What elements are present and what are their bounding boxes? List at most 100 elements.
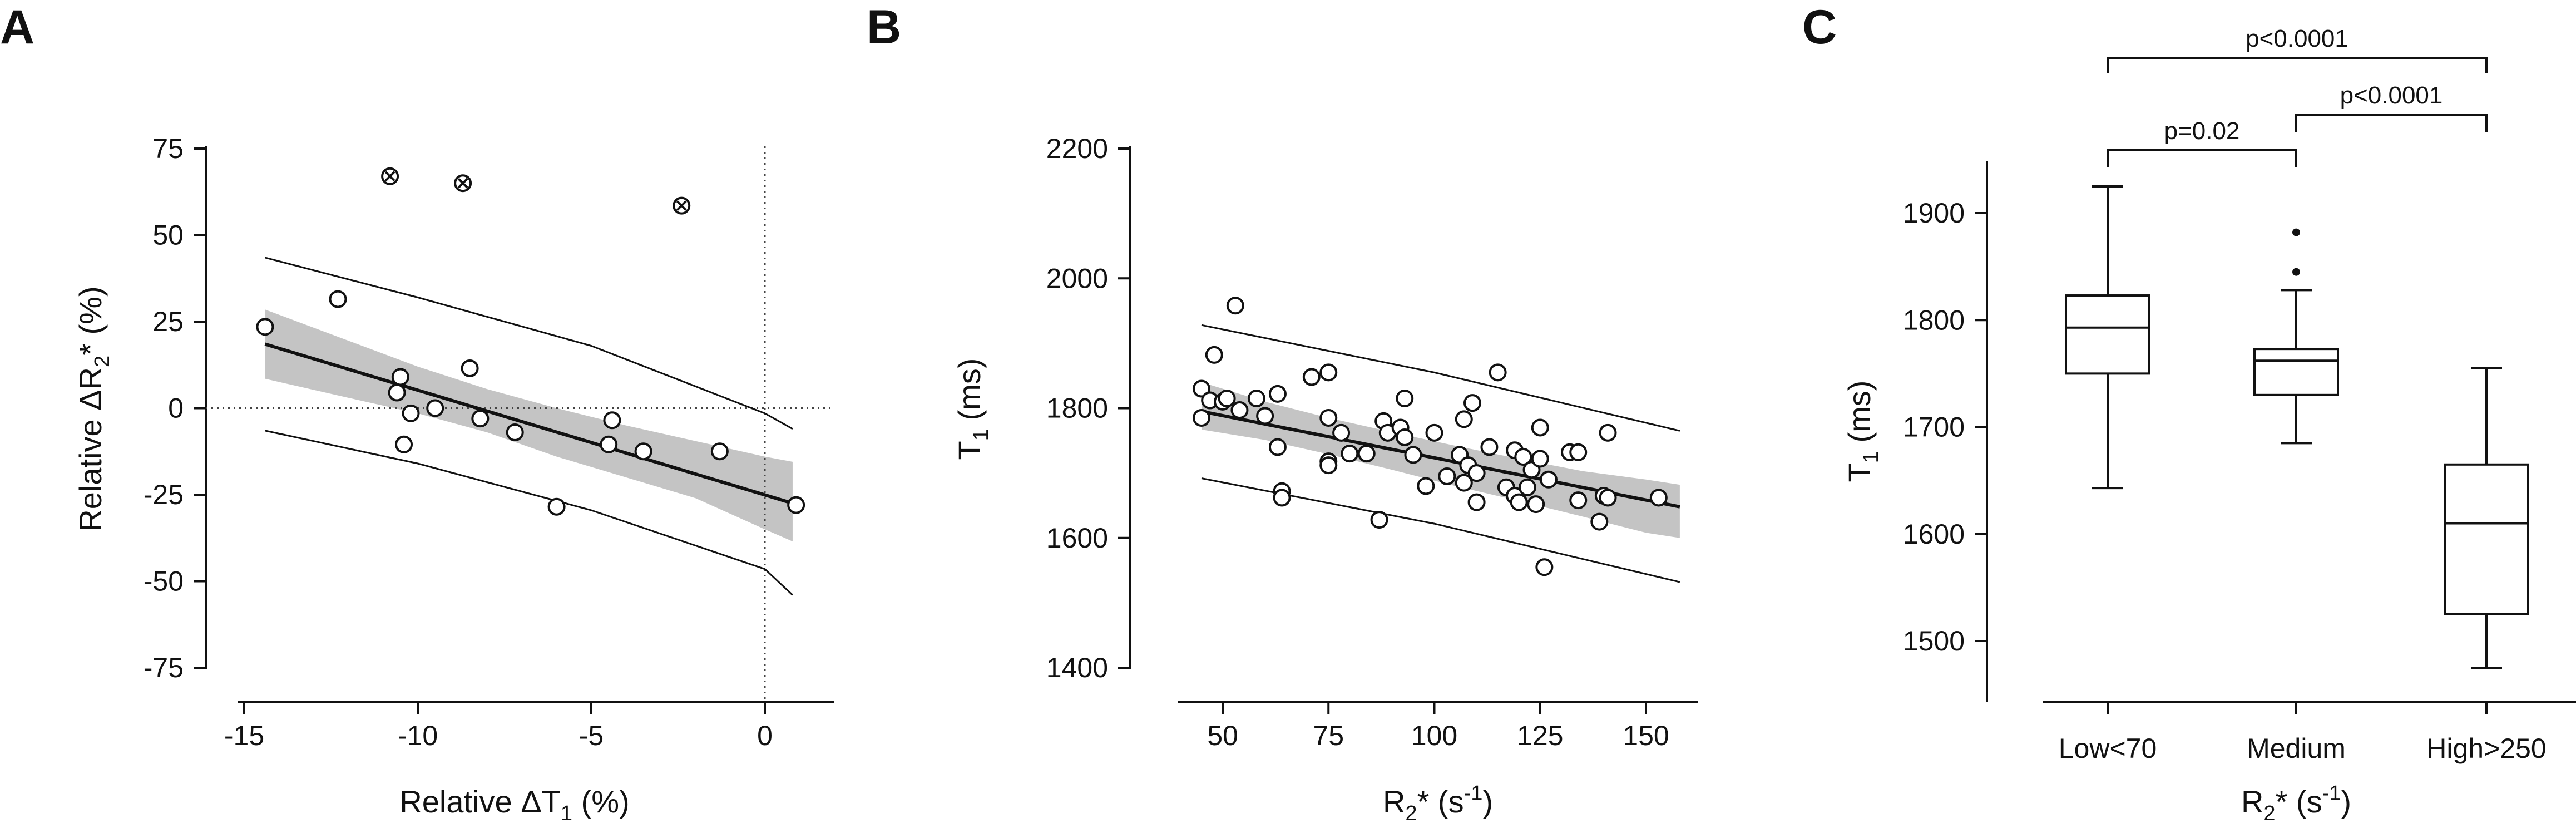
panel-c: C 1900 1800 1700 1600 1500 Low<70 Medium…	[1802, 1, 2576, 825]
data-point	[787, 496, 805, 514]
significance-bracket	[2107, 149, 2297, 167]
panel-b-x-tick: 75	[1313, 720, 1344, 751]
data-point	[329, 290, 347, 308]
data-point	[1192, 408, 1210, 427]
panel-b-x-axis-label: R2* (s-1)	[1383, 782, 1493, 825]
data-point	[600, 435, 618, 453]
prediction-band-upper	[265, 257, 793, 430]
panel-a-x-tick: -5	[579, 720, 604, 751]
data-point	[1455, 474, 1473, 492]
panel-c-x-tick: Low<70	[2059, 733, 2157, 764]
p-value-label: p<0.0001	[2340, 82, 2443, 109]
confidence-band	[265, 309, 793, 541]
data-point	[1463, 394, 1481, 412]
panel-b-y-tick: 1800	[1046, 393, 1108, 424]
prediction-band-lower	[265, 430, 793, 596]
excluded-data-point	[454, 174, 472, 193]
data-point	[256, 318, 274, 336]
data-point	[1514, 447, 1532, 466]
data-point	[461, 359, 479, 377]
panel-c-y-tick: 1500	[1903, 625, 1965, 657]
outlier-point	[2292, 228, 2300, 236]
data-point	[1480, 438, 1499, 456]
data-point	[1417, 477, 1435, 495]
data-point	[1192, 379, 1210, 398]
panel-c-x-axis-label: R2* (s-1)	[2241, 782, 2351, 825]
panel-a-letter: A	[0, 1, 34, 54]
data-point	[391, 368, 409, 386]
data-point	[1569, 491, 1588, 510]
panel-b-x-tick: 150	[1623, 720, 1669, 751]
significance-bracket	[2295, 114, 2488, 132]
data-point	[1230, 401, 1249, 419]
data-point	[1510, 493, 1528, 511]
panel-c-x-tick: High>250	[2426, 733, 2546, 764]
panel-c-y-tick: 1900	[1903, 198, 1965, 229]
data-point	[1518, 478, 1536, 496]
data-point	[426, 399, 444, 417]
panel-a-y-tick: 75	[152, 133, 184, 164]
panel-b-y-tick: 2000	[1046, 263, 1108, 294]
data-point	[1268, 385, 1287, 403]
data-point	[1268, 438, 1287, 456]
data-point	[1226, 297, 1244, 315]
panel-a-x-tick: -15	[224, 720, 264, 751]
data-point	[1396, 428, 1414, 446]
panel-a-y-axis-label: Relative ΔR2* (%)	[73, 286, 114, 531]
box-plot-0	[2065, 185, 2150, 490]
data-point	[1425, 423, 1443, 442]
panel-b-x-tick: 50	[1207, 720, 1238, 751]
data-point	[710, 442, 729, 461]
data-point	[1218, 390, 1236, 408]
panel-c-letter: C	[1802, 1, 1837, 54]
panel-c-plot-area	[2065, 185, 2529, 669]
data-point	[1531, 450, 1549, 468]
panel-b-plot-area	[1192, 297, 1680, 583]
data-point	[1590, 512, 1609, 531]
panel-b-letter: B	[867, 1, 901, 54]
panel-c-x-tick: Medium	[2247, 733, 2346, 764]
data-point	[395, 435, 413, 453]
panel-b-x-tick: 100	[1411, 720, 1457, 751]
data-point	[1569, 443, 1588, 461]
panel-c-y-tick: 1700	[1903, 412, 1965, 443]
panel-a-bands	[265, 309, 793, 541]
data-point	[1404, 446, 1422, 464]
panel-c-x-ticks: Low<70 Medium High>250	[2059, 702, 2547, 764]
panel-a-y-tick: -50	[144, 566, 184, 597]
panel-a-y-ticks: 75 50 25 0 -25 -50 -75	[144, 133, 206, 683]
panel-b-y-tick: 1600	[1046, 522, 1108, 554]
data-point	[1535, 558, 1554, 576]
data-point	[1649, 489, 1668, 507]
box-plot-1	[2253, 228, 2339, 445]
p-value-label: p<0.0001	[2246, 25, 2348, 52]
data-point	[1527, 495, 1545, 514]
data-point	[1319, 456, 1338, 475]
box-iqr	[2253, 348, 2339, 396]
panel-c-y-tick: 1800	[1903, 304, 1965, 336]
p-value-label: p=0.02	[2164, 117, 2240, 145]
data-point	[1319, 363, 1338, 382]
panel-b-y-tick: 1400	[1046, 652, 1108, 683]
data-point	[1357, 445, 1376, 463]
data-point	[1455, 410, 1473, 428]
panel-c-y-tick: 1600	[1903, 519, 1965, 550]
panel-b-y-ticks: 2200 2000 1800 1600 1400	[1046, 133, 1130, 683]
data-point	[1332, 423, 1351, 442]
data-point	[388, 383, 406, 402]
panel-a-y-tick: -75	[144, 652, 184, 683]
data-point	[1247, 390, 1265, 408]
data-point	[1599, 423, 1617, 442]
box-iqr	[2444, 463, 2529, 615]
data-point	[1273, 489, 1291, 507]
data-point	[506, 423, 524, 442]
data-point	[1205, 346, 1223, 364]
data-point	[1256, 407, 1274, 425]
data-point	[1319, 408, 1338, 427]
data-point	[471, 410, 490, 428]
panel-a-y-tick: 25	[152, 306, 184, 337]
excluded-data-point	[673, 196, 691, 215]
panel-b-x-ticks: 50 75 100 125 150	[1207, 702, 1669, 751]
panel-a-x-ticks: -15 -10 -5 0	[224, 702, 773, 751]
